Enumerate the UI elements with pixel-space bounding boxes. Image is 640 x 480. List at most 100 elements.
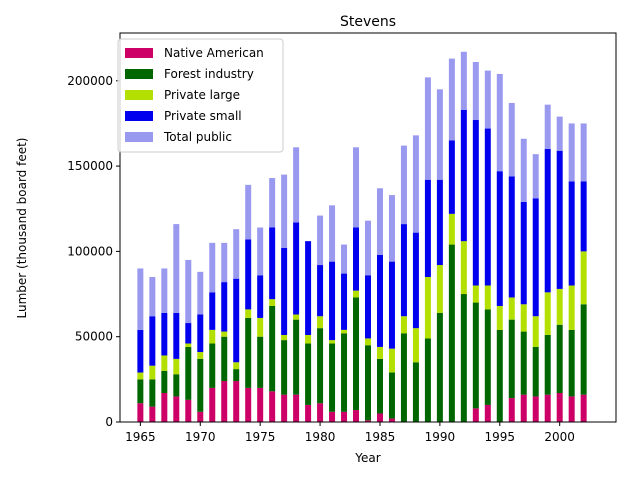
bar-segment [484, 285, 491, 310]
bar-segment [137, 372, 144, 380]
bar-segment [508, 319, 515, 399]
bar-segment [568, 181, 575, 286]
bar-segment [376, 346, 383, 359]
bar-segment [221, 381, 228, 422]
bar-segment [209, 343, 216, 388]
bar-segment [532, 154, 539, 199]
bar-segment [185, 343, 192, 347]
bar-segment [149, 406, 156, 422]
bar-segment [161, 370, 168, 393]
bar-segment [400, 333, 407, 422]
bar-segment [197, 352, 204, 359]
bar-segment [185, 259, 192, 324]
bar-segment [556, 288, 563, 325]
bar-segment [269, 391, 276, 422]
bar-segment [460, 109, 467, 242]
bar-segment [580, 181, 587, 252]
bar-segment [197, 411, 204, 422]
bar-segment [245, 309, 252, 318]
bar-segment [388, 348, 395, 373]
bar-segment [293, 394, 300, 422]
bar-segment [568, 396, 575, 422]
x-tick-label: 2000 [544, 430, 575, 444]
bar-segment [436, 312, 443, 422]
bar-segment [580, 251, 587, 305]
bar-segment [520, 394, 527, 422]
bar-segment [293, 147, 300, 223]
bar-segment [508, 176, 515, 298]
bar-segment [424, 77, 431, 180]
bar-segment [448, 58, 455, 141]
x-tick-label: 1975 [245, 430, 276, 444]
bar-segment [149, 365, 156, 380]
bar-segment [580, 123, 587, 182]
x-tick-label: 1985 [365, 430, 396, 444]
bar-segment [400, 224, 407, 317]
bar-segment [281, 247, 288, 335]
bar-segment [412, 362, 419, 422]
bar-segment [544, 334, 551, 395]
bar-segment [496, 305, 503, 330]
bar-segment [388, 195, 395, 262]
bar-segment [197, 271, 204, 315]
bar-segment [568, 123, 575, 182]
bar-segment [317, 328, 324, 404]
bar-segment [173, 396, 180, 422]
bar-segment [269, 178, 276, 228]
bar-segment [436, 89, 443, 180]
bar-segment [365, 345, 371, 421]
legend-swatch [125, 48, 153, 58]
bar-segment [317, 316, 324, 329]
bar-segment [448, 140, 455, 214]
bar-segment [412, 232, 419, 329]
bar-segment [472, 120, 479, 286]
bar-segment [281, 334, 288, 341]
legend-label: Private large [164, 88, 240, 102]
bar-segment [376, 254, 383, 347]
bar-segment [472, 285, 479, 303]
legend-swatch [125, 69, 153, 79]
bar-segment [484, 309, 491, 405]
bar-segment [520, 201, 527, 305]
legend-box [117, 38, 284, 153]
x-tick-label: 1990 [425, 430, 456, 444]
bar-segment [173, 374, 180, 397]
bar-segment [353, 147, 360, 228]
y-tick-label: 200000 [67, 74, 113, 88]
bar-segment [544, 104, 551, 150]
bar-segment [209, 387, 216, 422]
bar-segment [137, 379, 144, 404]
bar-segment [233, 381, 240, 422]
bar-segment [568, 285, 575, 330]
bar-segment [472, 408, 479, 422]
bar-segment [257, 336, 264, 388]
bar-segment [137, 268, 144, 330]
bar-segment [412, 328, 419, 363]
bar-segment [341, 411, 348, 422]
legend-label: Total public [163, 130, 232, 144]
bar-segment [161, 393, 168, 422]
bar-segment [424, 338, 431, 422]
bar-segment [221, 282, 228, 332]
bar-segment [137, 403, 144, 422]
bar-segment [197, 358, 204, 412]
bar-segment [305, 404, 312, 422]
bar-segment [484, 404, 491, 422]
legend-label: Private small [164, 109, 242, 123]
y-tick-label: 150000 [67, 159, 113, 173]
x-tick-label: 1980 [305, 430, 336, 444]
bar-segment [424, 276, 431, 339]
y-axis-ticks: 0 50000 100000 150000 200000 [67, 74, 120, 429]
bar-segment [161, 312, 168, 356]
bar-segment [388, 372, 395, 419]
bar-segment [496, 171, 503, 306]
bar-segment [376, 413, 383, 422]
bar-segment [341, 244, 348, 274]
bar-segment [436, 179, 443, 266]
bar-segment [329, 411, 336, 422]
bar-segment [496, 329, 503, 422]
legend-swatch [125, 90, 153, 100]
bar-segment [245, 239, 252, 310]
bar-segment [472, 302, 479, 409]
bar-segment [520, 304, 527, 332]
